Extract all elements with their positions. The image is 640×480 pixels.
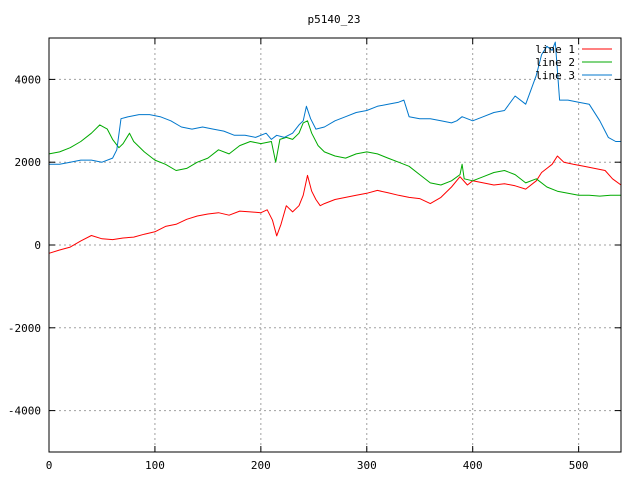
series-line-1 (48, 155, 622, 254)
y-tick-label: -4000 (8, 405, 41, 418)
legend-label-3: line 3 (535, 69, 575, 82)
x-tick-label: 300 (357, 459, 377, 472)
grid (49, 38, 621, 452)
x-tick-label: 100 (145, 459, 165, 472)
y-tick-label: 2000 (15, 156, 42, 169)
x-tick-label: 0 (46, 459, 53, 472)
series-line-3 (49, 41, 621, 165)
y-tick-label: 4000 (15, 73, 42, 86)
x-tick-label: 400 (463, 459, 483, 472)
y-tick-label: -2000 (8, 322, 41, 335)
axis-ticks: 0 100 200 300 400 500 -4000 -2000 0 2000 4000 (8, 38, 621, 472)
legend-label-1: line 1 (535, 43, 575, 56)
legend-label-2: line 2 (535, 56, 575, 69)
x-tick-label: 500 (569, 459, 589, 472)
y-tick-label: 0 (34, 239, 41, 252)
series-line-2 (48, 120, 621, 197)
series-group (48, 41, 622, 254)
chart-title: p5140_23 (308, 13, 361, 26)
x-tick-label: 200 (251, 459, 271, 472)
